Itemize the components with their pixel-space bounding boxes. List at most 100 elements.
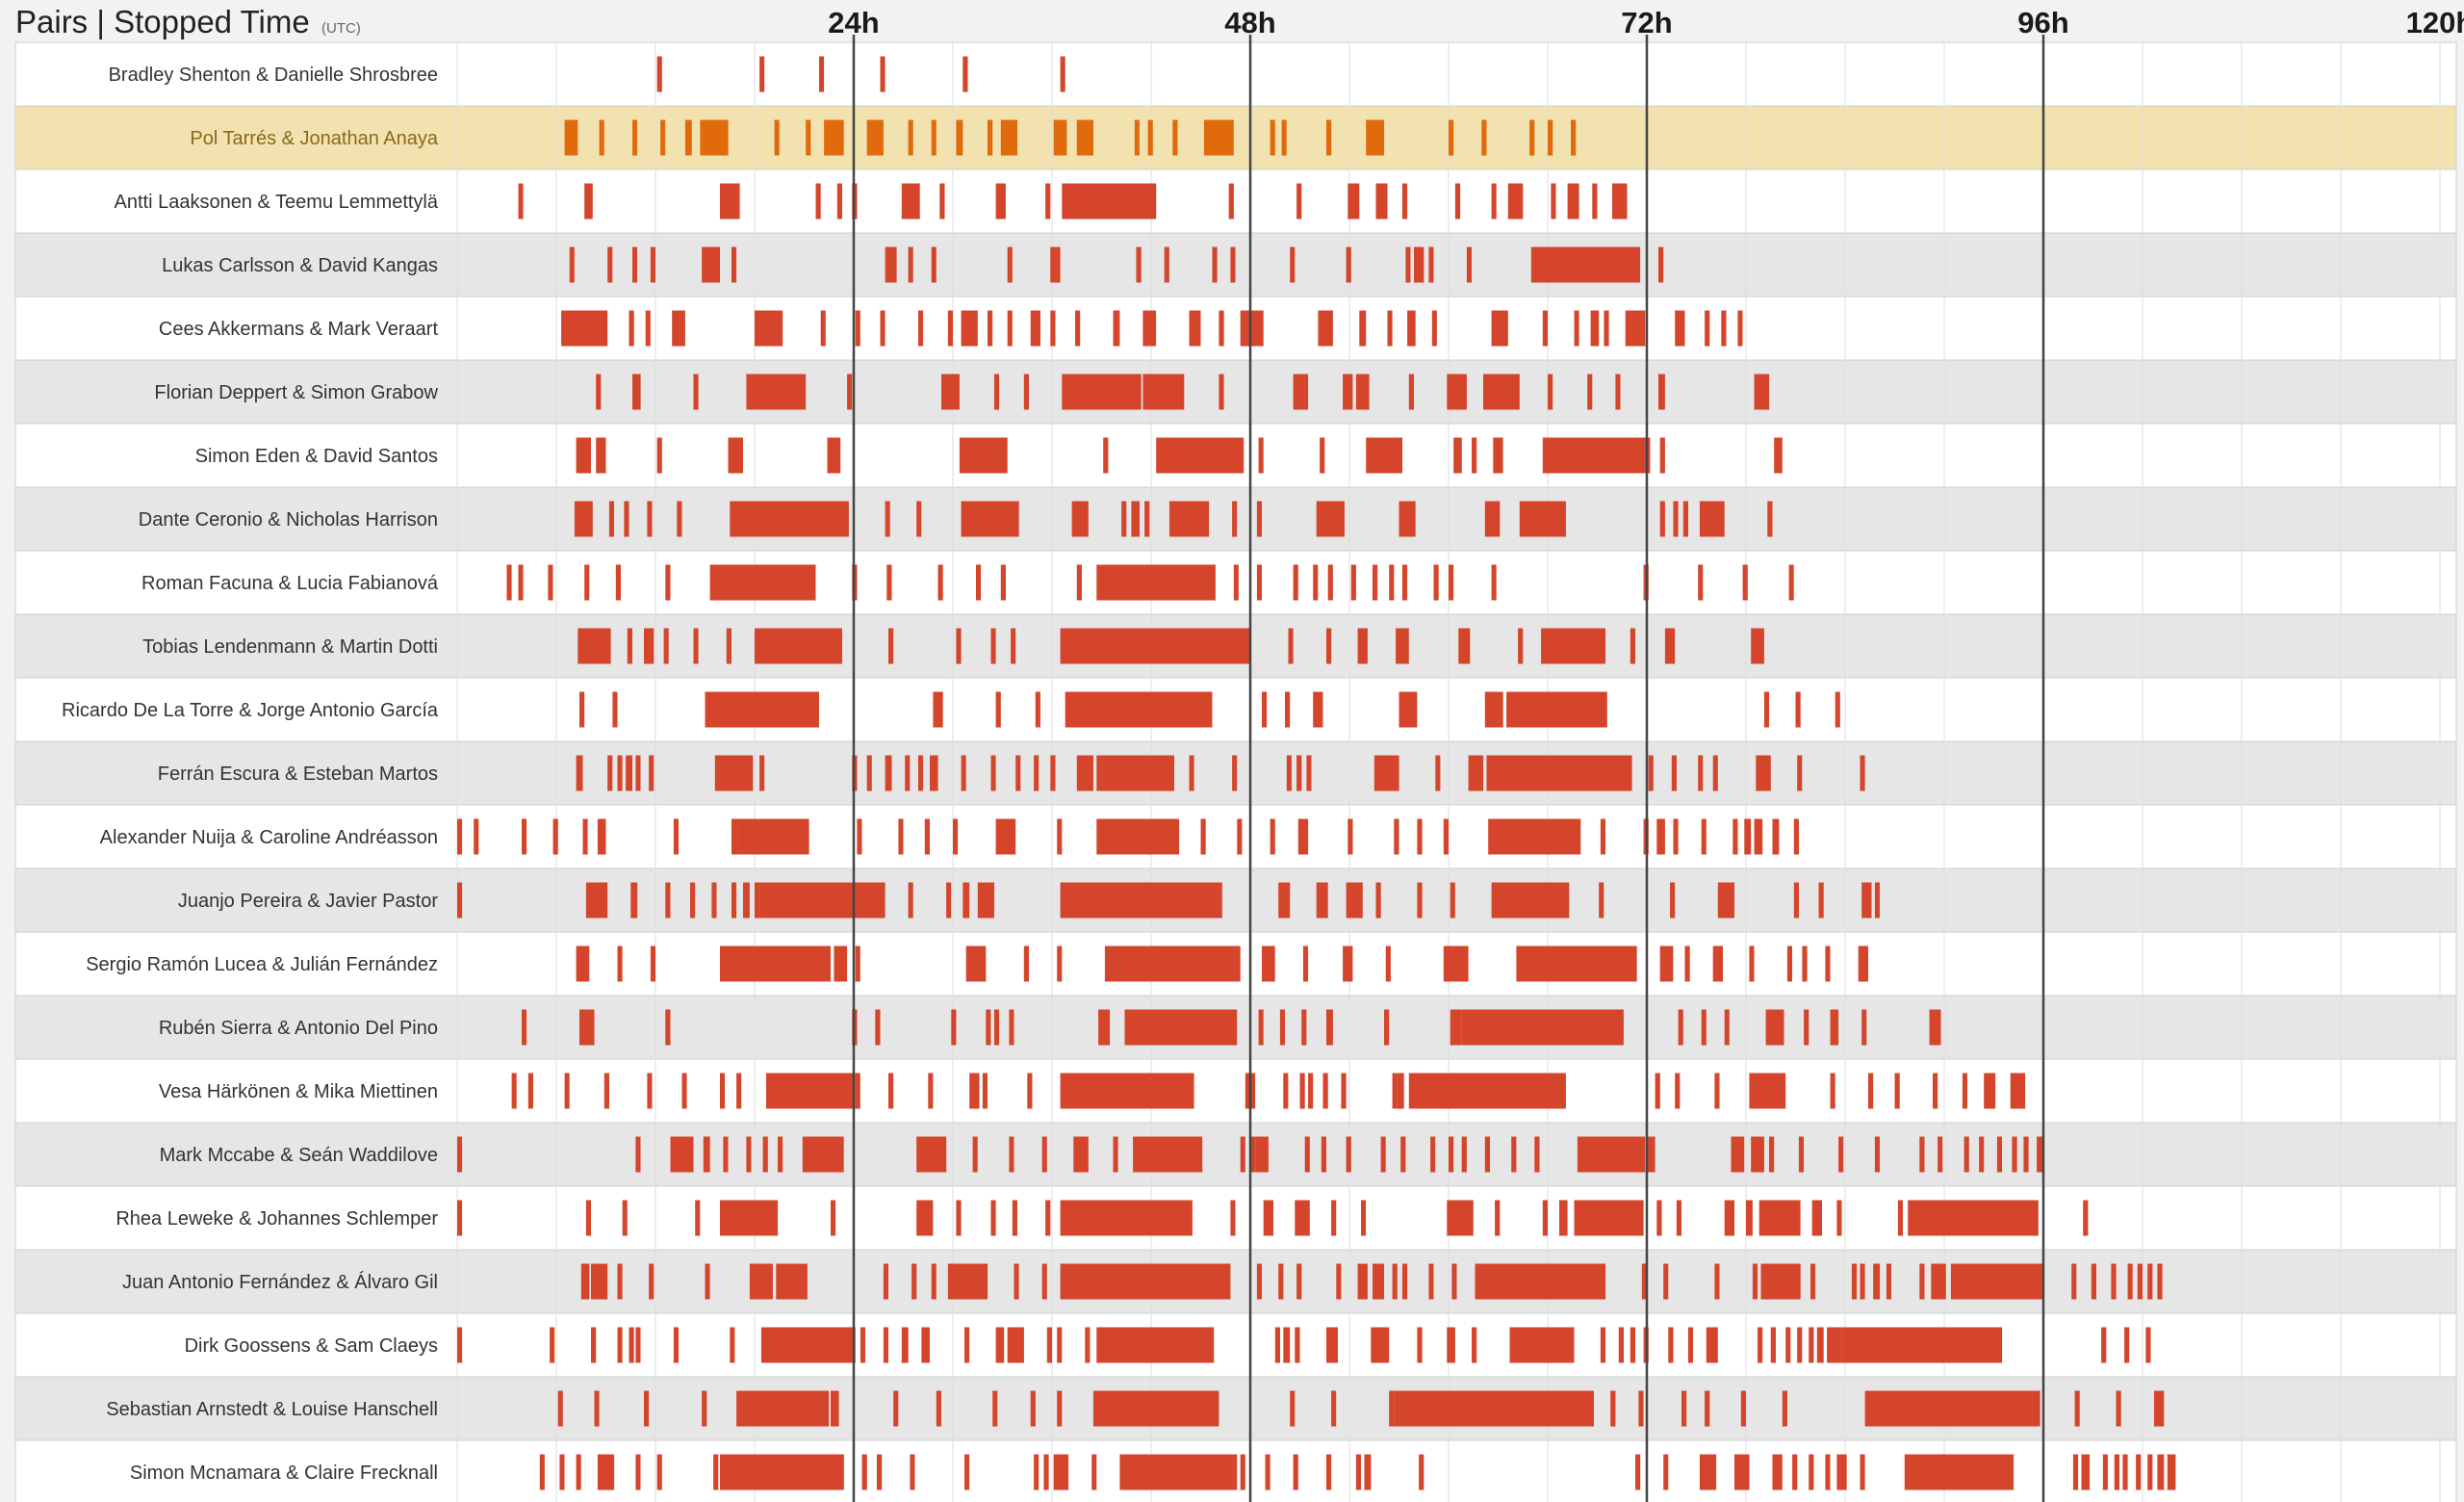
stop-segment <box>1000 119 1017 156</box>
stop-segment <box>1355 374 1370 410</box>
stop-segment <box>580 1263 590 1300</box>
major-gridlines <box>852 35 2045 1502</box>
stop-segment <box>1785 1327 1791 1363</box>
stop-segment <box>961 501 1019 537</box>
stop-segment <box>617 945 623 982</box>
row-label: Bradley Shenton & Danielle Shrosbree <box>109 65 438 86</box>
stop-segment <box>962 56 968 92</box>
stop-segment <box>1836 1454 1847 1490</box>
stop-segment <box>736 1390 830 1427</box>
stop-segment <box>711 882 717 919</box>
stop-segment <box>635 1454 641 1490</box>
stop-segment <box>1802 945 1808 982</box>
stop-segment <box>1507 183 1524 220</box>
stop-segment <box>457 1136 463 1173</box>
stop-segment <box>1394 818 1399 855</box>
stop-segment <box>522 1009 527 1046</box>
stop-segment <box>855 1073 860 1109</box>
stop-segment <box>885 755 892 791</box>
stop-segment <box>1050 755 1056 791</box>
stop-segment <box>965 945 987 982</box>
stop-segment <box>1265 1454 1270 1490</box>
stop-segment <box>2091 1263 2096 1300</box>
stop-segment <box>1131 501 1140 537</box>
stop-segment <box>1461 1136 1467 1173</box>
stop-segment <box>1551 183 1556 220</box>
stop-segment <box>579 1009 595 1046</box>
stop-segment <box>1371 1327 1390 1363</box>
stop-segment <box>635 755 641 791</box>
stop-segment <box>1433 564 1439 601</box>
stop-segment <box>947 1263 988 1300</box>
stop-segment <box>1007 1327 1024 1363</box>
stop-segment <box>746 1136 752 1173</box>
stop-segment <box>1724 1009 1730 1046</box>
stop-segment <box>1950 1263 2043 1300</box>
stop-segment <box>961 755 966 791</box>
hour-tick-label: 96h <box>2017 6 2068 39</box>
stop-segment <box>1600 1327 1605 1363</box>
hour-tick-label: 24h <box>828 6 879 39</box>
stop-segment <box>1816 1327 1824 1363</box>
stop-segment <box>1449 119 1454 156</box>
row-label: Juanjo Pereira & Javier Pastor <box>178 891 438 912</box>
stop-segment <box>576 755 583 791</box>
stop-segment <box>1428 246 1434 283</box>
stop-segment <box>539 1454 545 1490</box>
stop-segment <box>901 1327 909 1363</box>
stop-segment <box>2157 1454 2165 1490</box>
stop-segment <box>1308 1073 1314 1109</box>
stop-segment <box>548 564 553 601</box>
row-label: Lukas Carlsson & David Kangas <box>162 255 438 276</box>
stop-segment <box>990 755 996 791</box>
stop-segment <box>962 882 970 919</box>
stop-segment <box>1610 1390 1616 1427</box>
stop-segment <box>1414 246 1424 283</box>
stop-segment <box>1795 691 1801 728</box>
stop-segment <box>1599 882 1604 919</box>
stop-segment <box>806 119 811 156</box>
stop-segment <box>2116 1390 2121 1427</box>
stop-segment <box>1045 1200 1051 1236</box>
stop-segment <box>1014 1263 1019 1300</box>
stop-segment <box>1134 119 1140 156</box>
row-label: Rubén Sierra & Antonio Del Pino <box>159 1018 438 1039</box>
stop-segment <box>883 1327 888 1363</box>
stop-segment <box>931 246 937 283</box>
stop-segment <box>1630 628 1635 664</box>
stop-segment <box>1250 1136 1256 1173</box>
stop-segment <box>976 564 982 601</box>
stop-segment <box>1618 1327 1624 1363</box>
stop-segment <box>1408 374 1414 410</box>
stop-segment <box>608 501 614 537</box>
stop-segment <box>885 246 897 283</box>
stop-segment <box>1232 501 1238 537</box>
stop-segment <box>2137 1263 2143 1300</box>
stop-segment <box>1296 755 1302 791</box>
row-label: Mark Mccabe & Seán Waddilove <box>160 1145 438 1166</box>
stop-segment <box>1673 501 1679 537</box>
row-label: Simon Mcnamara & Claire Frecknall <box>130 1463 438 1484</box>
stop-segment <box>584 564 590 601</box>
stop-segment <box>627 628 632 664</box>
stop-segment <box>1519 501 1566 537</box>
stop-segment <box>931 1263 937 1300</box>
stop-segment <box>1320 437 1325 474</box>
stop-segment <box>599 119 604 156</box>
stop-segment <box>728 437 743 474</box>
stop-segment <box>1979 1136 1985 1173</box>
stop-segment <box>916 1200 934 1236</box>
stop-segment <box>993 1009 1000 1046</box>
stop-segment <box>552 818 558 855</box>
stop-segment <box>1659 501 1665 537</box>
stop-segment <box>1288 628 1294 664</box>
stop-segment <box>1384 1009 1390 1046</box>
stop-segment <box>591 1327 597 1363</box>
stop-segment <box>1701 818 1707 855</box>
stop-segment <box>1142 374 1185 410</box>
stop-segment <box>1343 374 1353 410</box>
stop-segment <box>1687 1327 1693 1363</box>
stop-segment <box>2154 1390 2165 1427</box>
stop-segment <box>1346 882 1363 919</box>
stop-segment <box>681 1073 687 1109</box>
